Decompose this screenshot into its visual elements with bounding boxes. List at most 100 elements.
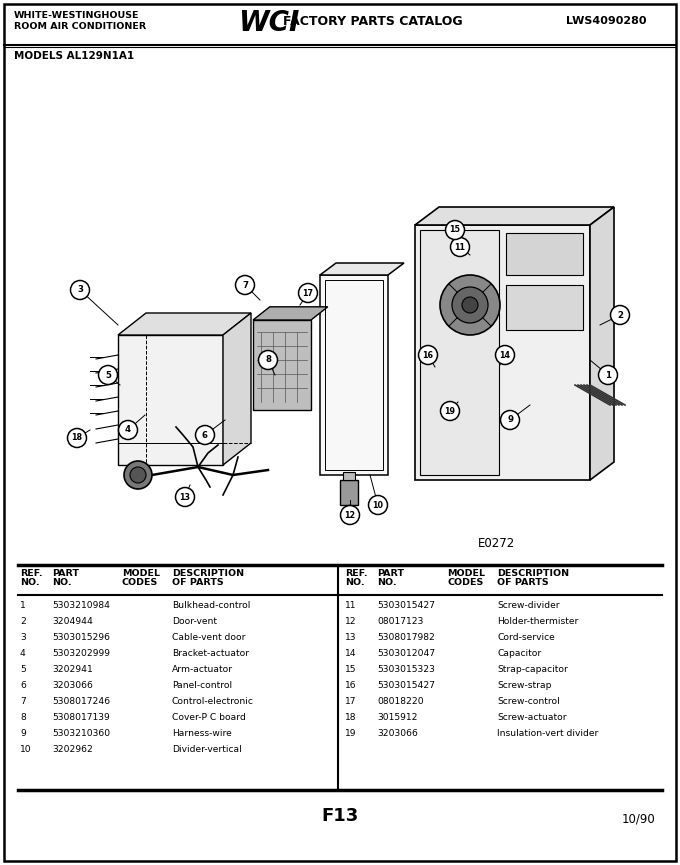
Circle shape	[462, 297, 478, 313]
Text: 8: 8	[265, 356, 271, 364]
Bar	[253, 320, 311, 410]
Text: 4: 4	[20, 649, 26, 658]
Text: OF PARTS: OF PARTS	[172, 578, 224, 587]
Text: LWS4090280: LWS4090280	[566, 16, 647, 26]
Bar	[325, 280, 383, 470]
Text: WCI: WCI	[238, 9, 299, 37]
Text: 1: 1	[605, 370, 611, 380]
Text: Arm-actuator: Arm-actuator	[172, 665, 233, 674]
Text: Door-vent: Door-vent	[172, 617, 217, 626]
Text: Screw-control: Screw-control	[497, 697, 560, 706]
Text: MODEL: MODEL	[122, 569, 160, 578]
Circle shape	[258, 350, 277, 369]
Text: WHITE-WESTINGHOUSE: WHITE-WESTINGHOUSE	[14, 11, 139, 20]
Text: 5: 5	[20, 665, 26, 674]
Text: Screw-divider: Screw-divider	[497, 601, 560, 610]
Text: 3015912: 3015912	[377, 713, 418, 722]
Text: Control-electronic: Control-electronic	[172, 697, 254, 706]
Circle shape	[369, 496, 388, 515]
Text: MODELS AL129N1A1: MODELS AL129N1A1	[14, 51, 134, 61]
Text: PART: PART	[377, 569, 404, 578]
Polygon shape	[118, 335, 223, 465]
Circle shape	[441, 401, 460, 420]
Text: Bulkhead-control: Bulkhead-control	[172, 601, 250, 610]
Text: 5303210984: 5303210984	[52, 601, 110, 610]
Text: Insulation-vert divider: Insulation-vert divider	[497, 729, 598, 738]
Text: 17: 17	[303, 289, 313, 298]
Text: 5303015296: 5303015296	[52, 633, 110, 642]
Text: 16: 16	[345, 681, 356, 690]
Text: Screw-actuator: Screw-actuator	[497, 713, 566, 722]
Polygon shape	[253, 307, 328, 320]
Text: Bracket-actuator: Bracket-actuator	[172, 649, 249, 658]
Text: 18: 18	[71, 433, 82, 443]
Text: 5308017246: 5308017246	[52, 697, 110, 706]
Text: OF PARTS: OF PARTS	[497, 578, 549, 587]
Text: 18: 18	[345, 713, 356, 722]
Text: 9: 9	[20, 729, 26, 738]
Circle shape	[418, 345, 437, 364]
Bar	[420, 230, 498, 475]
Text: NO.: NO.	[52, 578, 71, 587]
Text: 13: 13	[180, 492, 190, 502]
Text: 5303012047: 5303012047	[377, 649, 435, 658]
Polygon shape	[415, 225, 590, 480]
Text: 2: 2	[20, 617, 26, 626]
Text: 7: 7	[20, 697, 26, 706]
Polygon shape	[415, 207, 614, 225]
Text: DESCRIPTION: DESCRIPTION	[497, 569, 569, 578]
Circle shape	[440, 275, 500, 335]
Bar	[340, 480, 358, 505]
Text: FACTORY PARTS CATALOG: FACTORY PARTS CATALOG	[283, 15, 462, 28]
Text: 19: 19	[345, 729, 356, 738]
Text: 12: 12	[345, 510, 356, 520]
Text: ROOM AIR CONDITIONER: ROOM AIR CONDITIONER	[14, 22, 146, 31]
Text: 3203066: 3203066	[377, 729, 418, 738]
Bar	[343, 509, 355, 517]
Text: 5308017982: 5308017982	[377, 633, 435, 642]
Circle shape	[299, 284, 318, 303]
Text: E0272: E0272	[478, 537, 515, 550]
Text: 3: 3	[77, 285, 83, 294]
Text: Panel-control: Panel-control	[172, 681, 232, 690]
Text: Holder-thermister: Holder-thermister	[497, 617, 579, 626]
Circle shape	[598, 366, 617, 385]
Text: 5303015427: 5303015427	[377, 601, 435, 610]
Text: 3202941: 3202941	[52, 665, 92, 674]
Text: 10: 10	[20, 745, 32, 754]
Text: 14: 14	[345, 649, 356, 658]
Circle shape	[124, 461, 152, 489]
Circle shape	[175, 488, 194, 507]
Text: Cord-service: Cord-service	[497, 633, 555, 642]
Bar	[506, 233, 583, 275]
Bar	[506, 285, 583, 330]
Polygon shape	[118, 313, 251, 335]
Circle shape	[67, 428, 86, 447]
Text: PART: PART	[52, 569, 79, 578]
Text: Screw-strap: Screw-strap	[497, 681, 551, 690]
Text: F13: F13	[322, 807, 358, 825]
Polygon shape	[320, 275, 388, 475]
Text: Harness-wire: Harness-wire	[172, 729, 232, 738]
Circle shape	[445, 221, 464, 240]
Text: 19: 19	[445, 407, 456, 415]
Text: Divider-vertical: Divider-vertical	[172, 745, 242, 754]
Text: 5303015427: 5303015427	[377, 681, 435, 690]
Circle shape	[235, 275, 254, 294]
Text: 11: 11	[454, 242, 466, 252]
Text: 08018220: 08018220	[377, 697, 424, 706]
Text: REF.: REF.	[345, 569, 368, 578]
Text: 12: 12	[345, 617, 356, 626]
Text: Capacitor: Capacitor	[497, 649, 541, 658]
Text: 3204944: 3204944	[52, 617, 93, 626]
Circle shape	[611, 305, 630, 324]
Text: 15: 15	[449, 226, 460, 234]
Text: 8: 8	[20, 713, 26, 722]
Text: 7: 7	[242, 280, 248, 290]
Text: 9: 9	[507, 415, 513, 425]
Text: 1: 1	[20, 601, 26, 610]
Polygon shape	[590, 207, 614, 480]
Text: NO.: NO.	[20, 578, 39, 587]
Text: MODEL: MODEL	[447, 569, 485, 578]
Circle shape	[452, 287, 488, 323]
